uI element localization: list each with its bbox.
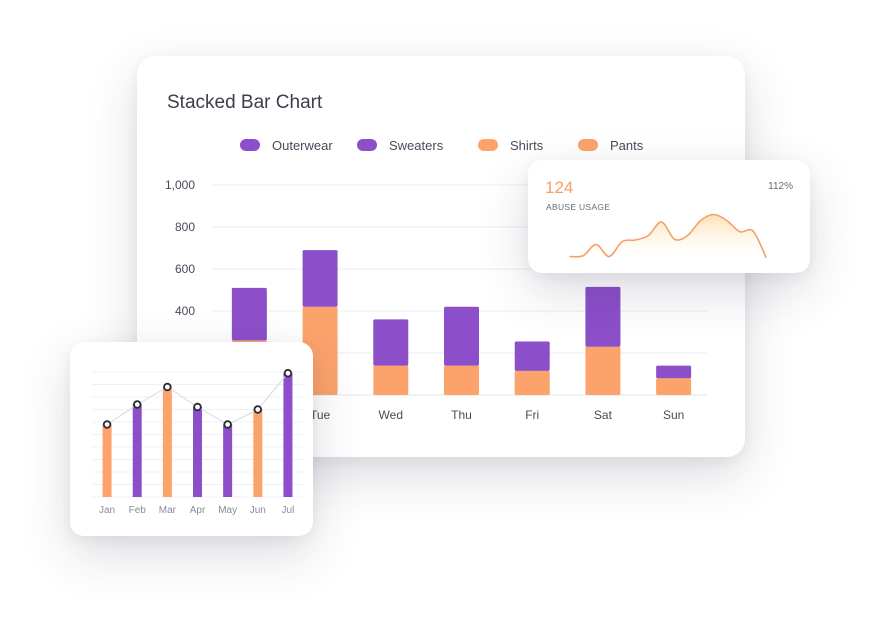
- x-tick-label: Sun: [663, 408, 684, 422]
- usage-percent: 112%: [768, 181, 793, 192]
- bar-sweaters-thu: [444, 306, 479, 366]
- bar-sweaters-fri: [514, 341, 550, 371]
- legend-label-pants: Pants: [610, 138, 644, 153]
- legend-label-shirts: Shirts: [510, 138, 544, 153]
- abuse-usage-card: 124 ABUSE USAGE 112%: [528, 160, 810, 273]
- bar-pants-fri: [514, 370, 550, 395]
- bar-jul: [283, 373, 293, 497]
- monthly-bar-chart-card: Jan Feb Mar Apr May Jun Jul: [70, 342, 313, 536]
- x-tick-label: Mar: [159, 505, 177, 516]
- y-tick-label: 600: [175, 262, 195, 276]
- x-tick-label: Wed: [379, 408, 403, 422]
- bar-feb: [132, 404, 142, 497]
- bar-pants-sat: [585, 346, 621, 395]
- point-may: [223, 420, 232, 429]
- bar-pants-wed: [373, 365, 409, 395]
- bar-mar: [162, 387, 172, 497]
- chart-title: Stacked Bar Chart: [167, 92, 323, 113]
- x-tick-label: Tue: [310, 408, 331, 422]
- point-feb: [133, 400, 142, 409]
- y-tick-label: 400: [175, 304, 195, 318]
- usage-label: ABUSE USAGE: [546, 202, 611, 212]
- point-jan: [102, 420, 112, 429]
- point-mar: [163, 382, 172, 392]
- legend-swatch-shirts: [478, 139, 498, 151]
- usage-line: [569, 213, 767, 259]
- y-tick-label: 1,000: [165, 178, 195, 192]
- x-tick-label: Jan: [99, 505, 115, 516]
- x-tick-label: Jul: [282, 505, 295, 516]
- y-tick-label: 800: [175, 220, 195, 234]
- bar-pants-thu: [444, 365, 479, 395]
- bar-jan: [102, 424, 112, 497]
- bar-sweaters-mon: [231, 287, 267, 341]
- x-tick-label: Jun: [250, 505, 266, 516]
- bar-sweaters-sat: [585, 286, 621, 347]
- monthly-bar-line-chart: Jan Feb Mar Apr May Jun Jul: [92, 369, 303, 516]
- bar-may: [223, 424, 233, 497]
- x-tick-label: Apr: [190, 505, 206, 516]
- x-tick-label: Thu: [451, 408, 472, 422]
- bar-pants-sun: [656, 378, 692, 395]
- usage-sparkline: [569, 213, 767, 259]
- bar-sweaters-tue: [302, 250, 338, 307]
- x-tick-label: Sat: [594, 408, 613, 422]
- x-tick-label: Feb: [129, 505, 147, 516]
- legend-swatch-sweaters: [357, 139, 377, 151]
- legend-swatch-pants: [578, 139, 598, 151]
- legend-label-outerwear: Outerwear: [272, 138, 333, 153]
- point-jun: [253, 405, 262, 414]
- usage-value: 124: [545, 178, 574, 197]
- legend-label-sweaters: Sweaters: [389, 138, 444, 153]
- point-apr: [193, 402, 202, 412]
- bar-sweaters-wed: [373, 319, 409, 366]
- legend-swatch-outerwear: [240, 139, 260, 151]
- bar-jun: [253, 409, 263, 497]
- bar-apr: [193, 407, 202, 497]
- x-tick-label: Fri: [525, 408, 539, 422]
- point-jul: [283, 369, 293, 378]
- bar-sweaters-sun: [656, 365, 692, 379]
- usage-area: [570, 214, 766, 258]
- x-tick-label: May: [218, 505, 237, 516]
